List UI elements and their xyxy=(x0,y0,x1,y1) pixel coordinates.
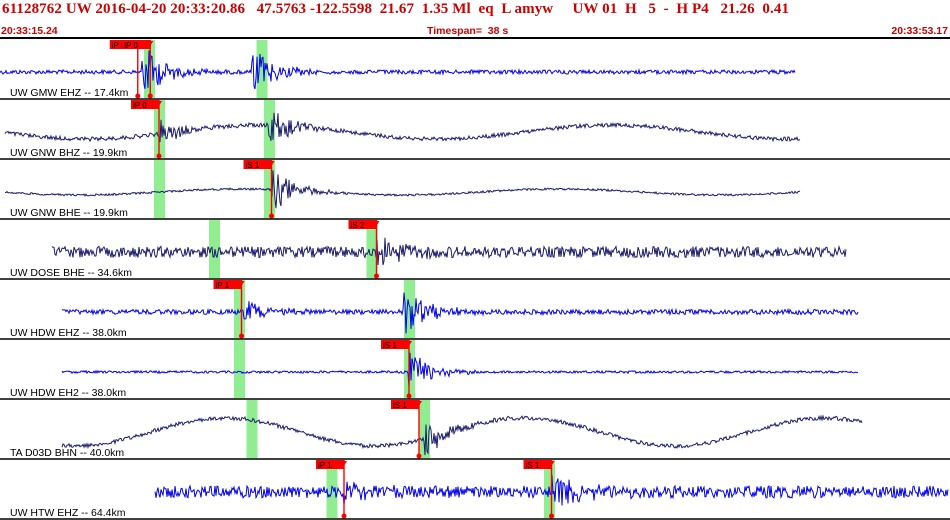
pick-arrow-icon xyxy=(268,161,275,166)
pick-arrow-icon xyxy=(341,461,347,466)
pick-label: iS 2 xyxy=(351,221,365,230)
seismogram-trace xyxy=(0,50,796,90)
channel-row[interactable]: iP 0 UW GNW BHZ -- 19.9km xyxy=(0,100,950,160)
channel-row[interactable]: iS 1 UW HDW EH2 -- 38.0km xyxy=(0,340,950,400)
pick-label: iP 0 xyxy=(133,101,147,110)
pick-dot xyxy=(374,273,379,279)
pick-dot xyxy=(416,453,422,459)
pick-arrow-icon xyxy=(548,461,555,466)
pick-dot xyxy=(549,513,554,519)
channel-row[interactable]: iS 1 TA D03D BHN -- 40.0km xyxy=(0,400,950,460)
pick-arrow-icon xyxy=(373,221,380,226)
pick-window xyxy=(419,400,430,458)
pick-arrow-icon xyxy=(238,281,245,286)
pick-label: iP 1 xyxy=(216,281,230,290)
timespan-label: Timespan= 38 s xyxy=(427,25,509,37)
pick-flag[interactable] xyxy=(381,340,409,349)
pick-dot xyxy=(135,93,141,99)
pick-label: iS 1 xyxy=(383,341,397,350)
seismogram-trace xyxy=(4,112,801,143)
pick-window xyxy=(246,400,258,458)
pick-flag[interactable] xyxy=(122,40,151,49)
header-bar: 61128762 UW 2016-04-20 20:33:20.86 47.57… xyxy=(0,0,950,24)
channel-label: UW GMW EHZ -- 17.4km xyxy=(10,87,129,99)
pick-arrow-icon xyxy=(147,41,154,46)
channel-label: UW HDW EHZ -- 38.0km xyxy=(10,327,127,339)
pick-flag[interactable] xyxy=(316,460,344,469)
pick-window xyxy=(234,280,245,338)
channel-label: UW GNW BHZ -- 19.9km xyxy=(10,147,128,159)
pick-flag[interactable] xyxy=(391,400,419,409)
channel-label: UW DOSE BHE -- 34.6km xyxy=(10,267,132,279)
pick-arrow-icon xyxy=(406,341,412,346)
seismogram-trace xyxy=(5,170,801,209)
channel-label: UW HTW EHZ -- 64.4km xyxy=(10,507,126,519)
channel-label: UW HDW EH2 -- 38.0km xyxy=(10,387,126,399)
channel-label: TA D03D BHN -- 40.0km xyxy=(10,447,124,459)
pick-dot xyxy=(269,213,274,219)
channel-row[interactable]: iP 1 iS 1 UW HTW EHZ -- 64.4km xyxy=(0,460,950,520)
event-title: 61128762 UW 2016-04-20 20:33:20.86 47.57… xyxy=(2,1,790,17)
pick-arrow-icon xyxy=(416,401,422,406)
pick-window xyxy=(144,40,155,98)
channel-row[interactable]: iP 1 UW HDW EHZ -- 38.0km xyxy=(0,280,950,340)
pick-label: iS 1 xyxy=(246,161,260,170)
channel-row[interactable]: iP 0iP 0 UW GMW EHZ -- 17.4km xyxy=(0,40,950,100)
channel-row[interactable]: iS 1 UW GNW BHE -- 19.9km xyxy=(0,160,950,220)
start-time: 20:33:15.24 xyxy=(1,25,58,37)
seismogram-trace xyxy=(51,237,847,266)
channel-label: UW GNW BHE -- 19.9km xyxy=(10,207,128,219)
pick-dot xyxy=(239,333,244,339)
pick-window xyxy=(209,220,220,278)
pick-label: iP 0 xyxy=(124,41,138,50)
pick-arrow-icon xyxy=(156,101,162,106)
pick-window xyxy=(234,340,245,398)
pick-dot xyxy=(156,153,162,159)
pick-window xyxy=(404,280,415,338)
channel-row[interactable]: iS 2 UW DOSE BHE -- 34.6km xyxy=(0,220,950,280)
seismogram-trace xyxy=(61,352,859,388)
end-time: 20:33:53.17 xyxy=(891,25,948,37)
pick-window xyxy=(256,40,268,98)
pick-flag[interactable] xyxy=(131,100,159,109)
pick-window xyxy=(154,160,165,218)
pick-label: iP 1 xyxy=(318,461,332,470)
pick-label: iS 1 xyxy=(526,461,540,470)
pick-window xyxy=(264,100,275,158)
pick-flag[interactable] xyxy=(243,160,272,169)
pick-dot xyxy=(406,393,412,399)
pick-window xyxy=(366,220,378,278)
seismogram-trace xyxy=(61,414,863,456)
pick-dot xyxy=(147,93,153,99)
pick-label: iP 0 xyxy=(112,41,126,50)
seismogram-trace xyxy=(61,292,859,334)
pick-label: iS 1 xyxy=(393,401,407,410)
header-divider xyxy=(0,37,950,39)
pick-flag[interactable] xyxy=(348,220,377,229)
pick-flag[interactable] xyxy=(523,460,552,469)
pick-flag[interactable] xyxy=(213,280,242,289)
pick-dot xyxy=(341,513,347,519)
